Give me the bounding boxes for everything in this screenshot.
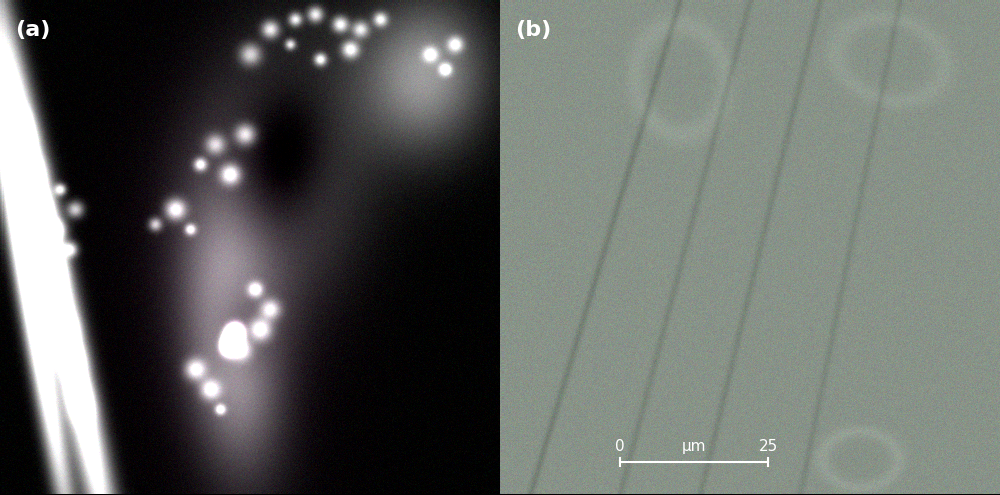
Text: 25: 25 [758,439,778,454]
Text: 0: 0 [615,439,625,454]
Text: (a): (a) [15,20,50,40]
Text: μm: μm [682,439,706,454]
Text: (b): (b) [515,20,551,40]
